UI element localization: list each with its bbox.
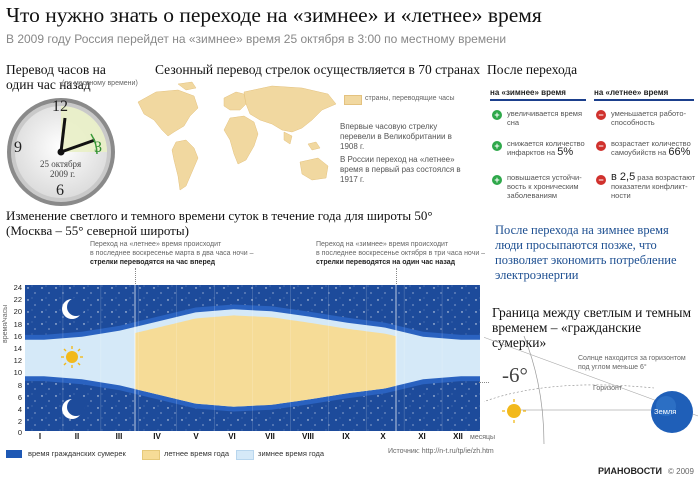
moon-icon <box>62 398 85 419</box>
clock-date-2: 2009 г. <box>50 169 76 179</box>
y-tick: 8 <box>17 381 22 390</box>
summer-row-2: возрастает количество самоубийств на 66% <box>611 139 691 158</box>
month-label: XII <box>453 432 463 441</box>
minus-icon: − <box>596 141 606 151</box>
clock-heading: Перевод часов на один час назад <box>6 62 106 92</box>
map-legend-text: страны, переводящие часы <box>365 95 455 102</box>
chart-connector <box>479 382 489 383</box>
chart-heading: Изменение светлого и темного времени сут… <box>6 208 433 238</box>
month-label: XI <box>418 432 426 441</box>
angle-label: -6° <box>502 363 528 387</box>
daylight-chart <box>25 285 480 431</box>
brand-logo: РИАНОВОСТИ <box>598 466 662 476</box>
month-label: VIII <box>301 432 314 441</box>
y-tick: 16 <box>13 332 22 341</box>
legend-twilight: время гражданских сумерек <box>28 449 126 458</box>
sun-icon <box>502 399 526 423</box>
col-summer-header: на «летнее» время <box>594 88 694 101</box>
month-label: I <box>38 432 42 441</box>
y-tick: 6 <box>17 393 22 402</box>
annotation-october: Переход на «зимнее» время происходит в п… <box>316 241 486 266</box>
clock-12: 12 <box>52 98 68 115</box>
map-legend-swatch <box>344 95 362 105</box>
y-tick: 12 <box>13 356 22 365</box>
legend-swatch-summer <box>142 450 160 460</box>
y-tick: 14 <box>13 344 22 353</box>
legend-swatch-winter <box>236 450 254 460</box>
clock-icon <box>7 98 115 206</box>
y-tick: 2 <box>17 417 22 426</box>
wake-note: После перехода на зимнее время люди прос… <box>495 223 677 282</box>
civil-twilight-diagram <box>484 336 698 444</box>
month-label: VII <box>265 432 275 441</box>
legend-summer: летнее время года <box>164 449 230 458</box>
winter-row-1: увеличивается время сна <box>507 109 583 127</box>
moon-icon <box>62 298 85 319</box>
month-label: III <box>115 432 123 441</box>
plus-icon: + <box>492 141 502 151</box>
plus-icon: + <box>492 110 502 120</box>
y-tick: 20 <box>13 307 22 316</box>
col-winter-header: на «зимнее» время <box>490 88 586 101</box>
clock-note: (по местному времени) <box>62 80 138 87</box>
october-pointer <box>396 268 397 284</box>
clock-6: 6 <box>56 182 64 199</box>
annotation-march: Переход на «летнее» время происходит в п… <box>90 241 254 266</box>
legend-winter: зимнее время года <box>258 449 325 458</box>
map-heading: Сезонный перевод стрелок осуществляется … <box>155 62 480 77</box>
month-label: IV <box>153 432 161 441</box>
minus-icon: − <box>596 110 606 120</box>
after-heading: После перехода <box>487 62 578 77</box>
map-fact-1: Впервые часовую стрелку перевели в Велик… <box>340 122 452 151</box>
world-map <box>137 81 337 191</box>
month-label: X <box>380 432 386 441</box>
minus-icon: − <box>596 175 606 185</box>
civil-heading: Граница между светлым и темным временем … <box>492 305 692 350</box>
winter-row-3: повышается устойчи-вость к хроническим з… <box>507 173 582 200</box>
y-tick: 10 <box>13 368 22 377</box>
march-pointer <box>135 268 136 284</box>
month-label: IX <box>342 432 350 441</box>
y-tick: 22 <box>13 295 22 304</box>
month-label: V <box>193 432 199 441</box>
source-note: Источник: http://n-t.ru/tp/ie/zh.htm <box>388 448 494 455</box>
legend-swatch-twilight <box>6 450 22 458</box>
horizon-label: Горизонт <box>593 385 623 392</box>
summer-row-1: уменьшается работо-способность <box>611 109 687 127</box>
plus-icon: + <box>492 175 502 185</box>
clock-3: 3 <box>94 139 102 156</box>
earth-label: Земля <box>654 407 677 416</box>
clock-date-1: 25 октября <box>40 159 82 169</box>
month-label: VI <box>228 432 236 441</box>
y-tick: 0 <box>17 428 22 437</box>
page-subtitle: В 2009 году Россия перейдет на «зимнее» … <box>6 32 507 46</box>
clock-9: 9 <box>14 139 22 156</box>
winter-row-2: снижается количество инфарктов на 5% <box>507 139 585 158</box>
y-tick: 18 <box>13 320 22 329</box>
map-fact-2: В России переход на «летнее» время в пер… <box>340 155 461 184</box>
copyright: © 2009 <box>668 467 694 476</box>
x-axis-label: месяцы <box>470 434 496 441</box>
y-tick: 24 <box>13 283 22 292</box>
summer-row-3: в 2,5 раза возрастают показатели конфлик… <box>611 171 696 201</box>
y-tick: 4 <box>17 405 22 414</box>
earth-icon <box>651 391 693 433</box>
summer-area <box>135 315 396 407</box>
sun-position-text: Солнце находится за горизонтом под углом… <box>578 355 686 371</box>
month-label: II <box>74 432 80 441</box>
sun-icon <box>61 346 83 368</box>
page-title: Что нужно знать о переходе на «зимнее» и… <box>6 3 542 27</box>
